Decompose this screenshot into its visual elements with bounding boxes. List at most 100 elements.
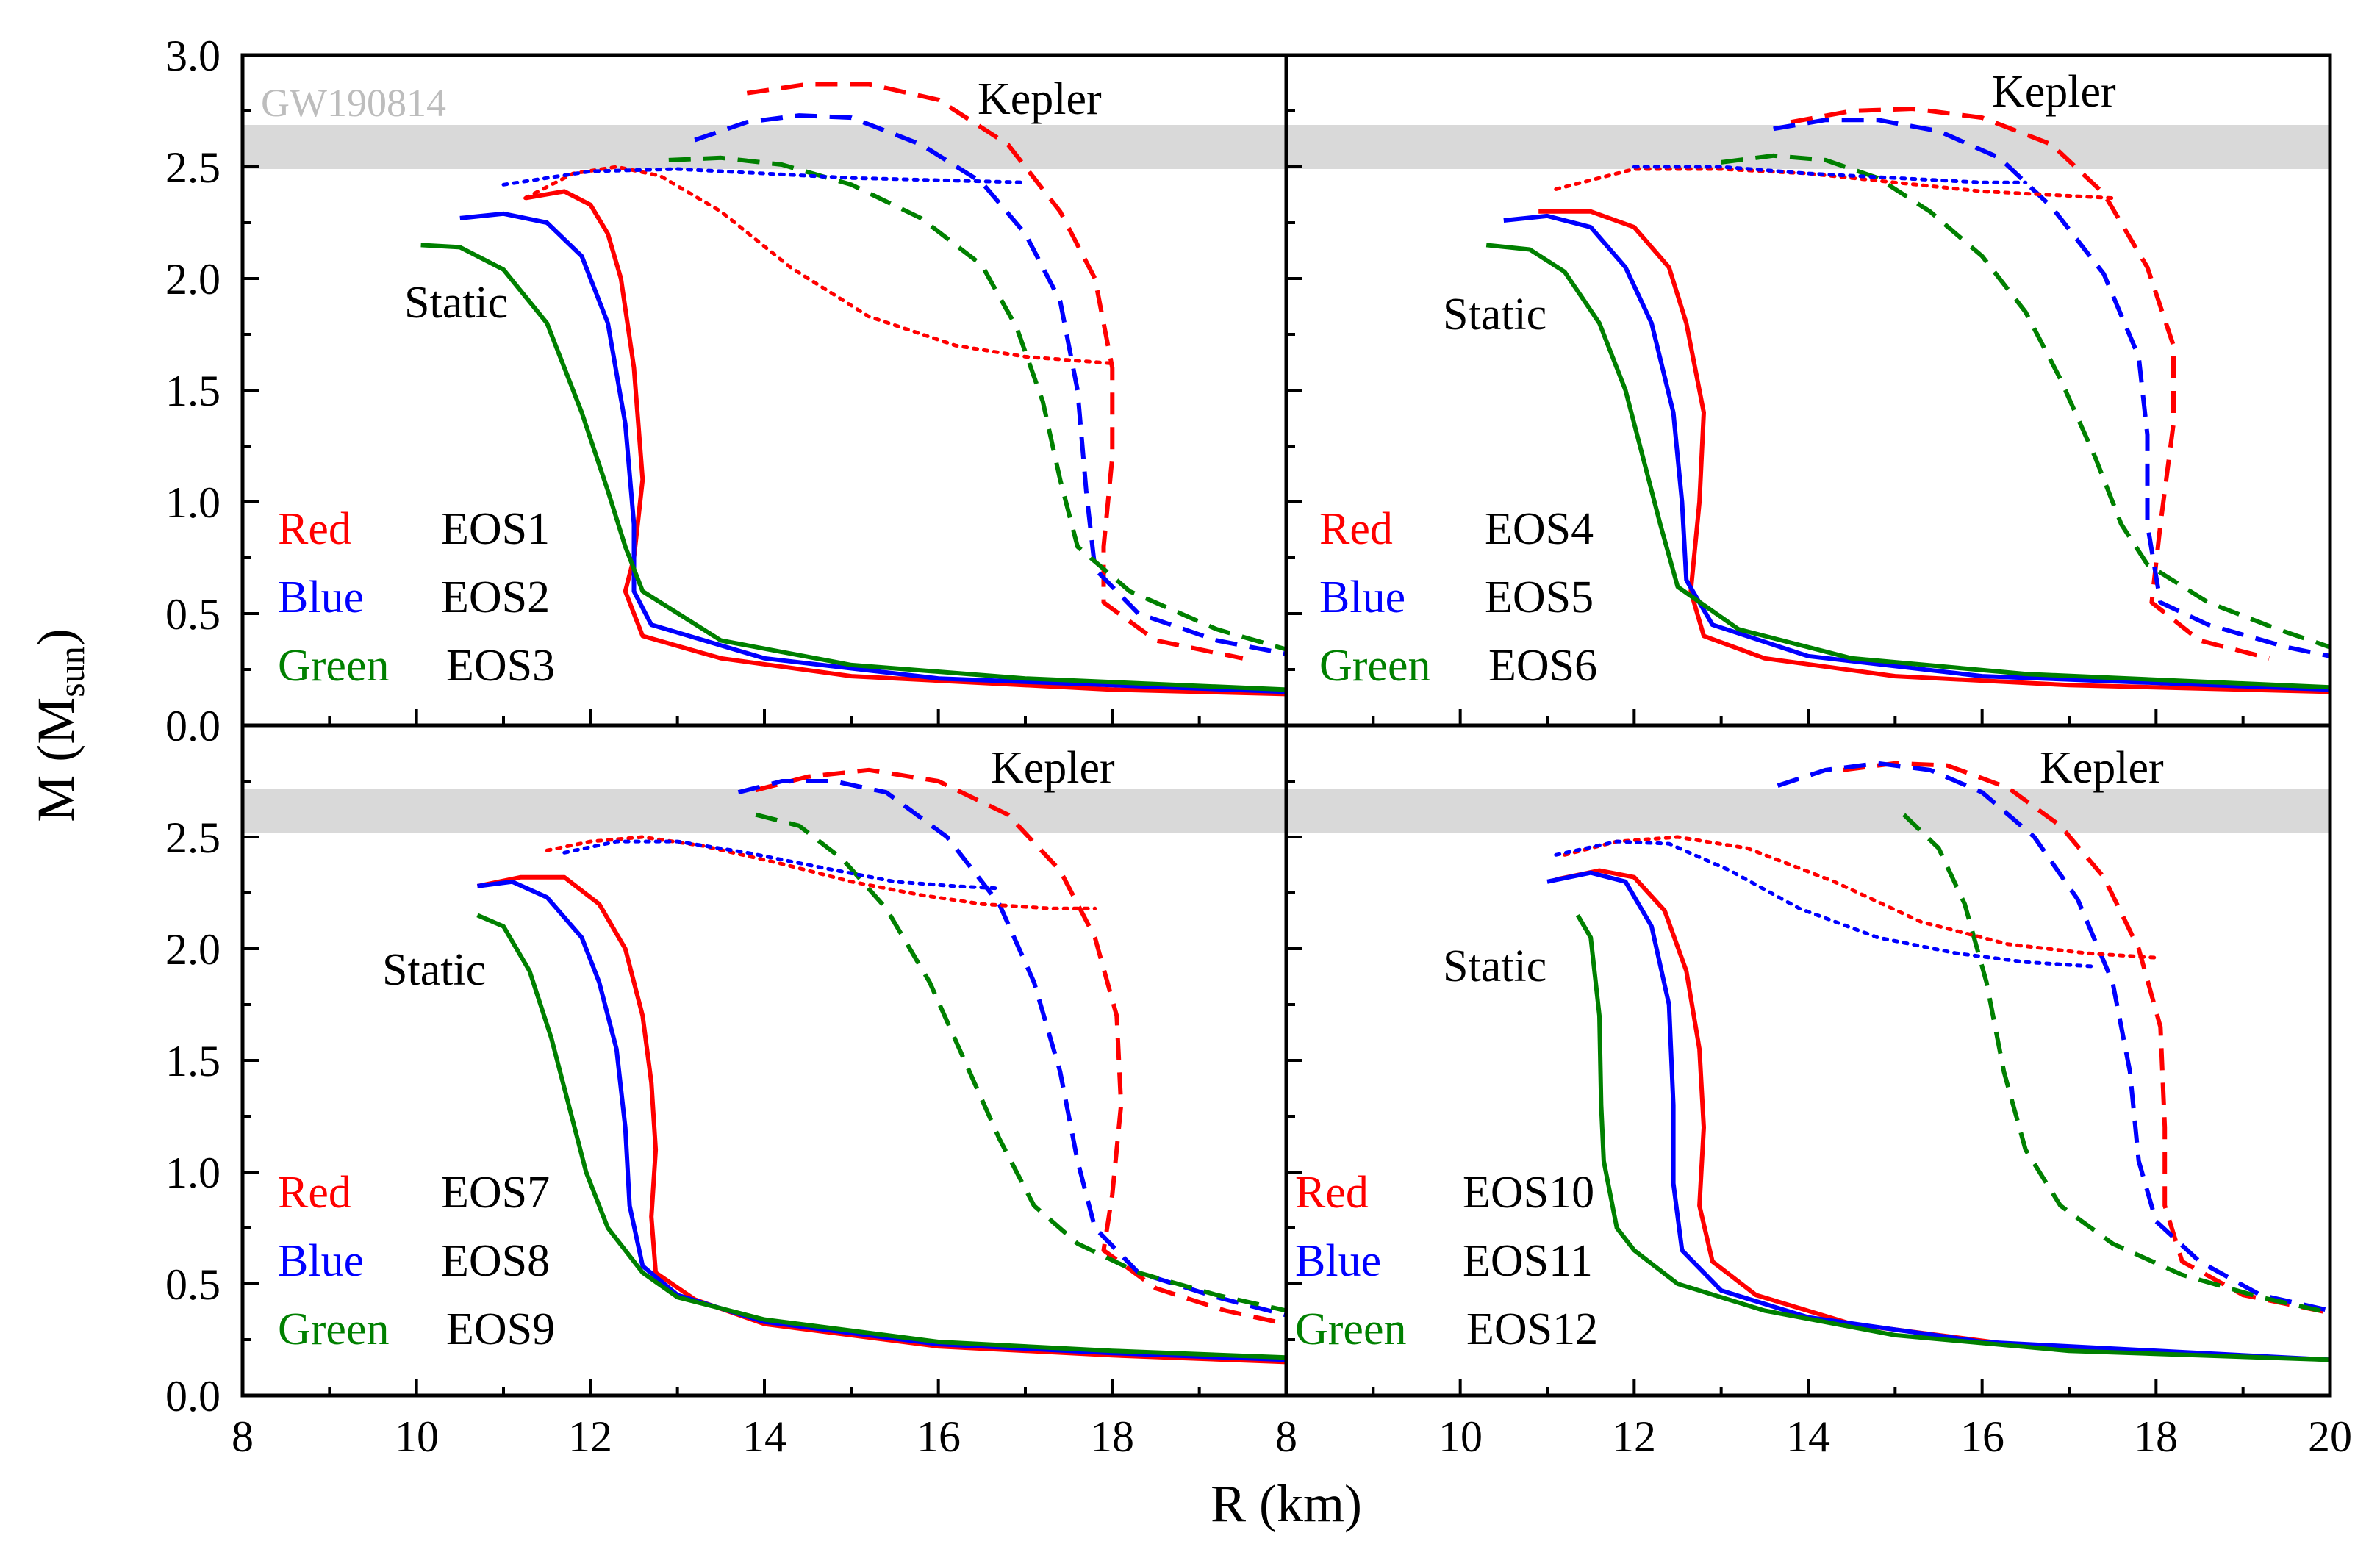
legend-color-name: Green bbox=[278, 1304, 389, 1354]
annotation-kepler: Kepler bbox=[1992, 67, 2116, 117]
legend-eos: EOS8 bbox=[441, 1236, 550, 1286]
series-line-eos7-connector bbox=[545, 835, 1097, 910]
annotation-static: Static bbox=[1443, 290, 1546, 340]
legend-eos: EOS12 bbox=[1466, 1304, 1598, 1354]
series-line-eos12-static bbox=[1575, 913, 2330, 1362]
y-tick-label: 0.5 bbox=[165, 590, 221, 639]
x-tick-label: 18 bbox=[2134, 1412, 2178, 1461]
x-tick-label: 16 bbox=[1960, 1412, 2004, 1461]
panel-top-left-series bbox=[420, 82, 1286, 697]
legend-color-name: Blue bbox=[1295, 1236, 1381, 1286]
legend-color-name: Blue bbox=[1319, 572, 1405, 622]
series-line-eos1-connector bbox=[523, 165, 1114, 365]
legend-eos: EOS7 bbox=[441, 1168, 550, 1218]
y-tick-label: 2.0 bbox=[165, 925, 221, 974]
axis-ticks bbox=[241, 54, 2331, 1397]
panel-bottom-right-series bbox=[1546, 761, 2330, 1362]
series-line-eos6-kepler bbox=[1721, 153, 2330, 650]
legend-eos: EOS4 bbox=[1485, 504, 1594, 554]
series-line-eos2-kepler bbox=[694, 113, 1286, 656]
x-tick-labels: 8 10 12 14 16 18 8 10 12 14 16 18 20 bbox=[232, 1412, 2352, 1461]
panel-top-right-series bbox=[1485, 107, 2330, 694]
legend-color-name: Red bbox=[1295, 1168, 1369, 1218]
series-line-eos7-kepler bbox=[755, 767, 1286, 1326]
y-tick-label: 2.5 bbox=[165, 143, 221, 192]
series-line-eos5-connector bbox=[1632, 165, 2028, 184]
legend-color-name: Red bbox=[1319, 504, 1393, 554]
series-line-eos4-static bbox=[1538, 209, 2330, 694]
x-tick-label: 14 bbox=[742, 1412, 786, 1461]
series-line-eos11-static bbox=[1546, 870, 2330, 1362]
annotation-static: Static bbox=[404, 278, 508, 328]
annotation-kepler: Kepler bbox=[2040, 743, 2164, 793]
legend-bottom-left: Red EOS7 Blue EOS8 Green EOS9 bbox=[278, 1168, 555, 1354]
x-axis-label: R (km) bbox=[1211, 1474, 1362, 1533]
legend-eos: EOS1 bbox=[441, 504, 550, 554]
series-line-eos8-kepler bbox=[737, 779, 1286, 1318]
legend-color-name: Green bbox=[1295, 1304, 1406, 1354]
y-tick-label: 2.0 bbox=[165, 255, 221, 303]
x-tick-label: 18 bbox=[1090, 1412, 1134, 1461]
gw-band bbox=[1286, 789, 2330, 833]
gw-band bbox=[243, 789, 1286, 833]
x-tick-label: 8 bbox=[1275, 1412, 1297, 1461]
legend-eos: EOS2 bbox=[441, 572, 550, 622]
gw-band-label: GW190814 bbox=[261, 81, 446, 125]
y-tick-label: 1.5 bbox=[165, 367, 221, 415]
series-line-eos11-connector bbox=[1554, 839, 2097, 969]
y-tick-label: 1.0 bbox=[165, 478, 221, 527]
y-tick-label: 1.5 bbox=[165, 1037, 221, 1085]
y-tick-label: 2.5 bbox=[165, 813, 221, 862]
series-line-eos8-static bbox=[477, 879, 1286, 1362]
x-tick-label: 12 bbox=[568, 1412, 612, 1461]
legend-color-name: Blue bbox=[278, 1236, 364, 1286]
y-axis-label-close: ) bbox=[26, 628, 85, 646]
y-axis-label-main: M (M bbox=[26, 697, 85, 822]
legend-eos: EOS9 bbox=[446, 1304, 555, 1354]
x-tick-label: 8 bbox=[232, 1412, 254, 1461]
series-line-eos10-connector bbox=[1563, 835, 2158, 960]
x-tick-label: 10 bbox=[1438, 1412, 1483, 1461]
legend-color-name: Blue bbox=[278, 572, 364, 622]
series-line-eos5-static bbox=[1503, 213, 2330, 692]
series-line-eos6-static bbox=[1485, 243, 2330, 690]
series-line-eos4-kepler bbox=[1790, 107, 2270, 661]
y-axis-label-subscript: sun bbox=[51, 646, 92, 697]
y-tick-label: 3.0 bbox=[165, 32, 221, 80]
series-line-eos12-kepler bbox=[1902, 813, 2330, 1315]
series-line-eos1-static bbox=[525, 189, 1286, 697]
x-tick-label: 10 bbox=[395, 1412, 439, 1461]
legend-top-left: Red EOS1 Blue EOS2 Green EOS3 bbox=[278, 504, 555, 691]
x-tick-label: 16 bbox=[917, 1412, 961, 1461]
legend-eos: EOS6 bbox=[1488, 641, 1597, 691]
y-axis-label: M (Msun) bbox=[26, 628, 92, 822]
y-tick-labels: 0.0 0.5 1.0 1.5 2.0 2.5 0.0 0.5 1.0 1.5 … bbox=[165, 32, 221, 1420]
series-line-eos2-static bbox=[459, 211, 1286, 694]
series-line-eos9-static bbox=[476, 913, 1286, 1360]
series-line-eos11-kepler bbox=[1777, 761, 2330, 1313]
series-line-eos3-static bbox=[420, 243, 1286, 692]
annotation-static: Static bbox=[1443, 941, 1546, 991]
y-tick-label: 1.0 bbox=[165, 1149, 221, 1197]
legend-eos: EOS10 bbox=[1463, 1168, 1594, 1218]
legend-color-name: Red bbox=[278, 504, 351, 554]
gw-band bbox=[243, 125, 1286, 169]
series-line-eos8-connector bbox=[562, 839, 1001, 891]
legend-eos: EOS3 bbox=[446, 641, 555, 691]
series-line-eos1-kepler bbox=[746, 82, 1244, 661]
series-line-eos9-kepler bbox=[755, 812, 1286, 1313]
series-line-eos5-kepler bbox=[1773, 118, 2330, 658]
y-tick-label: 0.5 bbox=[165, 1260, 221, 1309]
legend-color-name: Red bbox=[278, 1168, 351, 1218]
series-line-eos3-kepler bbox=[668, 155, 1286, 652]
legend-top-right: Red EOS4 Blue EOS5 Green EOS6 bbox=[1319, 504, 1597, 691]
annotation-static: Static bbox=[382, 945, 486, 995]
legend-color-name: Green bbox=[278, 641, 389, 691]
gw-band bbox=[1286, 125, 2330, 169]
x-tick-label: 14 bbox=[1786, 1412, 1830, 1461]
series-line-eos2-connector bbox=[501, 167, 1028, 187]
annotation-kepler: Kepler bbox=[978, 74, 1102, 124]
x-tick-label: 12 bbox=[1612, 1412, 1656, 1461]
x-tick-label: 20 bbox=[2308, 1412, 2352, 1461]
